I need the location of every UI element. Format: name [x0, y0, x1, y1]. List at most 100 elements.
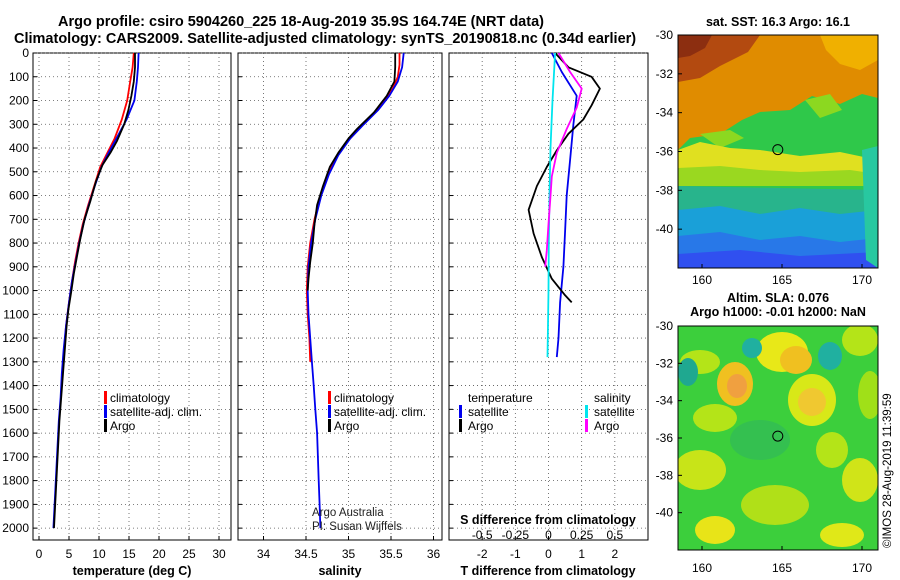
sst-map-title: sat. SST: 16.3 Argo: 16.1 [706, 15, 850, 29]
s-diff-tick-label: -0.25 [502, 528, 530, 542]
x-tick-label: 25 [182, 547, 196, 561]
map-lat-label: -40 [656, 506, 674, 520]
series-temperature-argo [527, 52, 601, 304]
map-lat-label: -36 [656, 145, 674, 159]
series-satellite-adj-clim- [306, 52, 405, 529]
pressure-tick-label: 1600 [2, 426, 29, 440]
pressure-tick-label: 1500 [2, 402, 29, 416]
pressure-tick-label: 1900 [2, 497, 29, 511]
salinity-frame [237, 52, 443, 541]
legend-s-argo-diff-swatch [585, 419, 588, 432]
x-tick-label: -1 [510, 547, 521, 561]
x-tick-label: 1 [578, 547, 585, 561]
difference-axis-ticks: -2 -1 0 1 2 [449, 52, 648, 561]
pressure-tick-label: 1400 [2, 379, 29, 393]
s-diff-tick-label: -0.5 [472, 528, 493, 542]
sla-map-panel: Altim. SLA: 0.076 Argo h1000: -0.01 h200… [656, 291, 879, 575]
map-lon-label: 165 [772, 273, 792, 287]
sst-map-panel: sat. SST: 16.3 Argo: 16.1 160 165 170 -30 -3… [656, 15, 879, 287]
sst-argo-marker [772, 144, 784, 156]
temperature-axis-label: temperature (deg C) [73, 564, 192, 578]
sla-argo-marker [772, 430, 784, 442]
pressure-tick-label: 100 [9, 70, 29, 84]
map-lat-label: -30 [656, 319, 674, 333]
pressure-tick-label: 1800 [2, 474, 29, 488]
x-tick-label: 10 [92, 547, 106, 561]
legend-s-climatology-swatch [328, 391, 331, 404]
x-tick-label: 0 [36, 547, 43, 561]
pressure-tick-label: 300 [9, 117, 29, 131]
pressure-axis-labels: 0 100 200 300 400 500 600 700 800 900 1000 1100 1200… [2, 46, 29, 535]
map-lon-label: 170 [852, 273, 872, 287]
temperature-axis-ticks: 0 5 10 15 20 25 30 [33, 52, 231, 561]
pressure-tick-label: 0 [22, 46, 29, 60]
legend-salinity-title: salinity [594, 391, 631, 405]
s-diff-tick-label: 0.25 [570, 528, 594, 542]
pressure-tick-label: 700 [9, 212, 29, 226]
difference-series [527, 52, 601, 358]
x-tick-label: 36 [427, 547, 441, 561]
x-tick-label: 2 [611, 547, 618, 561]
x-tick-label: 0 [545, 547, 552, 561]
sla-map-subtitle: Argo h1000: -0.01 h2000: NaN [690, 305, 866, 319]
legend-t-satellite: satellite [468, 405, 509, 419]
series-salinity-argo [544, 52, 583, 267]
legend-climatology-swatch [104, 391, 107, 404]
difference-legend: temperature satellite Argo salinity sate… [459, 391, 635, 433]
pressure-tick-label: 800 [9, 236, 29, 250]
x-tick-label: 30 [212, 547, 226, 561]
legend-temperature-title: temperature [468, 391, 533, 405]
pressure-tick-label: 1200 [2, 331, 29, 345]
legend-s-argo: Argo [334, 419, 360, 433]
map-lon-label: 160 [692, 273, 712, 287]
map-lat-label: -32 [656, 356, 674, 370]
series-climatology [62, 52, 135, 362]
x-tick-label: -2 [477, 547, 488, 561]
s-difference-label: S difference from climatology [460, 513, 636, 527]
difference-panel: -2 -1 0 1 2 -0.5 -0.25 0 0.25 0.5 S difference f… [448, 52, 649, 578]
legend-s-satellite-swatch [328, 405, 331, 418]
map-lon-label: 165 [772, 561, 792, 575]
legend-climatology: climatology [110, 391, 170, 405]
sst-map-image [678, 35, 878, 268]
pressure-tick-label: 900 [9, 260, 29, 274]
x-tick-label: 34.5 [294, 547, 318, 561]
map-lat-label: -40 [656, 222, 674, 236]
legend-t-argo: Argo [468, 419, 494, 433]
x-tick-label: 20 [152, 547, 166, 561]
temperature-panel: 0100200300400500600700800900100011001200… [2, 46, 232, 578]
series-argo [306, 53, 397, 291]
x-tick-label: 34 [257, 547, 271, 561]
pressure-tick-label: 400 [9, 141, 29, 155]
legend-s-climatology: climatology [334, 391, 394, 405]
map-lat-label: -34 [656, 394, 674, 408]
temperature-series [52, 52, 140, 529]
salinity-axis-ticks: 34 34.5 35 35.5 36 [238, 52, 442, 561]
legend-s-satellite-diff: satellite [594, 405, 635, 419]
sla-map-ticks: 160 165 170 -30 -32 -34 -36 -38 -40 [656, 319, 873, 575]
x-tick-label: 15 [122, 547, 136, 561]
map-lat-label: -38 [656, 468, 674, 482]
series-temperature-satellite [551, 52, 578, 358]
series-argo [53, 53, 136, 529]
credit-pi: PI: Susan Wijffels [312, 521, 402, 533]
legend-s-argo-swatch [328, 419, 331, 432]
pressure-tick-label: 200 [9, 94, 29, 108]
temperature-frame [32, 52, 232, 541]
t-difference-label: T difference from climatology [460, 564, 635, 578]
map-lat-label: -32 [656, 67, 674, 81]
map-lon-label: 170 [852, 561, 872, 575]
imos-credit: ©IMOS 28-Aug-2019 11:39:59 [882, 393, 894, 548]
legend-t-argo-swatch [459, 419, 462, 432]
legend-s-sat-swatch [585, 405, 588, 418]
legend-t-satellite-swatch [459, 405, 462, 418]
legend-s-satellite-adj: satellite-adj. clim. [334, 405, 426, 419]
salinity-series [305, 52, 405, 529]
legend-satellite-swatch [104, 405, 107, 418]
pressure-tick-label: 1000 [2, 284, 29, 298]
pressure-tick-label: 1300 [2, 355, 29, 369]
pressure-tick-label: 500 [9, 165, 29, 179]
map-lat-label: -34 [656, 106, 674, 120]
figure-title-line1: Argo profile: csiro 5904260_225 18-Aug-2… [58, 14, 544, 30]
